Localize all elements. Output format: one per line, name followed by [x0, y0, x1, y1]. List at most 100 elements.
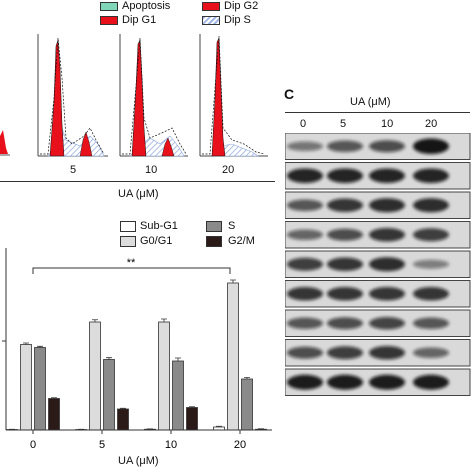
blot-row-3: [285, 191, 471, 219]
blot-band-5-20: [413, 259, 449, 269]
bar-s-20: [241, 378, 253, 431]
bar-s-10: [172, 360, 184, 431]
dip-g1-label: Dip G1: [122, 14, 157, 26]
blot-band-7-5: [327, 317, 363, 330]
bar-g2-m-5: [117, 408, 129, 431]
blot-band-1-20: [413, 138, 449, 154]
blot-row-5: [285, 250, 471, 278]
bar-g0-g1-10: [158, 321, 170, 431]
blot-band-2-5: [327, 168, 363, 183]
panel-letter-c: C: [284, 86, 295, 102]
blot-band-6-20: [413, 287, 449, 301]
bar-g0-g1-5: [89, 321, 101, 431]
g2-m-label: G2/M: [228, 235, 255, 247]
blot-band-9-0: [287, 374, 323, 390]
blot-band-6-0: [287, 287, 323, 301]
blot-band-7-10: [369, 317, 405, 330]
blot-row-8: [285, 339, 471, 367]
significance-marker: **: [127, 257, 136, 269]
s-swatch: [206, 221, 222, 232]
blot-band-4-5: [327, 228, 363, 241]
error-bar-g2-m-0: [51, 397, 57, 399]
x-tick-label-5: 5: [99, 439, 105, 451]
blot-band-3-0: [287, 199, 323, 211]
cell-cycle-bar-chart: 0 5 10 20 **: [2, 248, 272, 451]
flow-panel-10: [119, 34, 188, 157]
x-ticks-layer: 0 5 10 20: [30, 430, 246, 451]
x-tick-label-10: 10: [165, 439, 177, 451]
blot-band-8-10: [369, 346, 405, 360]
blot-band-3-5: [327, 198, 363, 212]
blot-band-9-10: [369, 374, 405, 390]
dip-s-swatch: [202, 16, 220, 25]
blot-row-1: [285, 133, 471, 160]
blot-band-3-20: [413, 198, 449, 213]
blot-row-9: [285, 368, 471, 396]
bar-g0-g1-20: [227, 282, 239, 431]
blot-band-2-20: [413, 168, 449, 183]
s-label: S: [228, 220, 236, 232]
blot-band-1-5: [327, 140, 363, 152]
blot-lane-5: 5: [340, 118, 347, 130]
blot-row-2: [285, 162, 471, 190]
blot-header-line: [285, 112, 470, 113]
error-bar-s-5: [106, 357, 112, 360]
blot-lane-20: 20: [425, 118, 438, 130]
blot-band-8-20: [413, 347, 449, 358]
blot-band-4-20: [413, 228, 449, 242]
flow-panel-label-10: 10: [145, 164, 158, 176]
blot-band-8-0: [287, 346, 323, 359]
g0-g1-label: G0/G1: [140, 235, 173, 247]
bar-g0-g1-0: [20, 344, 32, 431]
error-bar-g2-m-5: [120, 407, 126, 409]
dip-s-label: Dip S: [224, 14, 251, 26]
g2-m-swatch: [206, 236, 222, 247]
bar-g2-m-10: [186, 407, 198, 431]
blot-band-1-0: [287, 141, 323, 151]
flow-panel-20: [199, 34, 268, 157]
error-bar-s-0: [37, 345, 43, 348]
apoptosis-swatch: [100, 2, 118, 11]
bar-xlabel: UA (μM): [118, 455, 159, 467]
apoptosis-label: Apoptosis: [122, 0, 171, 12]
dip-g2-swatch: [202, 2, 220, 11]
significance-bracket: **: [32, 257, 231, 274]
flow-panel-5: [37, 34, 108, 157]
blot-lane-10: 10: [381, 118, 394, 130]
error-bar-g0-g1-10: [161, 318, 167, 322]
blot-band-2-10: [369, 168, 405, 183]
flow-histograms: [0, 34, 268, 157]
error-bar-s-20: [244, 377, 250, 379]
blot-treatment-label: UA (μM): [350, 96, 391, 108]
blot-band-9-5: [327, 374, 363, 390]
blot-lane-0: 0: [300, 118, 307, 130]
blot-band-7-0: [287, 317, 323, 329]
dip-g2-label: Dip G2: [224, 0, 259, 12]
blot-rows: [285, 133, 471, 396]
blot-band-4-10: [369, 228, 405, 242]
dip-g1-swatch: [100, 16, 118, 25]
flow-panel-label-5: 5: [70, 164, 77, 176]
blot-row-7: [285, 309, 471, 337]
error-bar-sub-g1-20: [216, 425, 222, 427]
blot-band-2-0: [287, 168, 323, 183]
error-bar-g0-g1-0: [23, 342, 29, 345]
blot-band-1-10: [369, 140, 405, 153]
bar-g2-m-0: [48, 398, 60, 431]
x-tick-label-20: 20: [234, 439, 246, 451]
sub-g1-label: Sub-G1: [140, 220, 178, 232]
flow-xlabel: UA (μM): [118, 188, 159, 200]
blot-row-4: [285, 221, 471, 249]
blot-band-5-0: [287, 257, 323, 271]
error-bar-g0-g1-20: [230, 279, 236, 283]
blot-band-6-10: [369, 287, 405, 301]
blot-band-5-10: [369, 257, 405, 272]
blot-band-8-5: [327, 346, 363, 360]
blot-row-6: [285, 280, 471, 308]
error-bar-g0-g1-5: [92, 319, 98, 322]
bar-s-0: [34, 347, 46, 431]
blot-band-5-5: [327, 257, 363, 271]
blot-band-3-10: [369, 198, 405, 213]
flow-axis-line: [0, 181, 275, 182]
g0-g1-swatch: [120, 236, 136, 247]
